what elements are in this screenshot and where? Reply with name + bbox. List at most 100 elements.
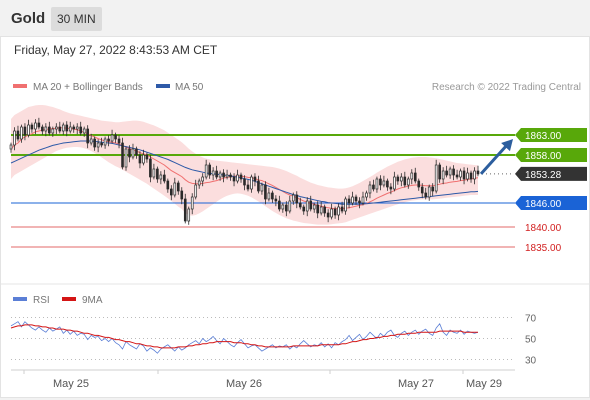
- timeframe-badge[interactable]: 30 MIN: [51, 7, 102, 31]
- candle: [358, 197, 361, 209]
- candle-body: [152, 168, 156, 178]
- candle-body: [243, 178, 246, 186]
- candle: [152, 163, 156, 180]
- candle: [316, 201, 319, 219]
- candle-body: [187, 208, 191, 222]
- x-tick-label-0: May 25: [53, 378, 89, 390]
- candle: [48, 121, 51, 136]
- candle: [285, 201, 288, 217]
- candle-body: [65, 124, 69, 132]
- candle: [305, 197, 309, 217]
- candle-body: [351, 196, 354, 204]
- candle: [215, 165, 218, 180]
- copyright-text: Research © 2022 Trading Central: [432, 82, 581, 93]
- candle-body: [316, 204, 319, 214]
- candle: [114, 132, 117, 143]
- candle: [149, 155, 152, 183]
- candle: [239, 172, 243, 183]
- candle-body: [61, 124, 65, 132]
- candle-body: [190, 196, 194, 210]
- candle-body: [128, 148, 131, 158]
- candle: [417, 178, 421, 191]
- candle: [396, 174, 400, 185]
- candle-body: [372, 184, 375, 190]
- instrument-title: Gold: [11, 10, 46, 27]
- candle-body: [222, 172, 225, 178]
- candle-body: [13, 130, 16, 146]
- candle-body: [239, 174, 243, 180]
- candle-body: [103, 138, 107, 146]
- candle: [197, 178, 201, 189]
- forecast-arrow-head: [501, 139, 513, 152]
- levels-layer: [11, 134, 515, 248]
- x-tick-label-2: May 27: [398, 378, 434, 390]
- candle-body: [438, 164, 441, 180]
- candle: [16, 125, 20, 142]
- forecast-arrow-shaft: [479, 143, 509, 175]
- candle-body: [86, 128, 89, 144]
- candle-body: [159, 174, 163, 180]
- rsi-tick-label-30: 30: [525, 356, 537, 367]
- candle: [323, 204, 326, 217]
- ma50-legend-label: MA 50: [175, 82, 204, 93]
- candle: [246, 179, 250, 192]
- candle: [312, 202, 316, 213]
- candle-body: [180, 190, 184, 200]
- current-level-tag-2: [515, 166, 587, 181]
- candle: [354, 194, 358, 205]
- candle-body: [375, 178, 379, 190]
- candle: [379, 175, 382, 191]
- candle-body: [278, 200, 281, 210]
- candle: [281, 202, 285, 213]
- candle: [145, 152, 149, 163]
- candle-body: [326, 212, 330, 218]
- candle: [180, 187, 184, 205]
- candle-body: [406, 178, 410, 186]
- candle-body: [41, 126, 44, 132]
- candle: [54, 123, 58, 135]
- candle: [232, 173, 236, 187]
- candle: [20, 124, 23, 143]
- candle-body: [434, 164, 438, 192]
- candle: [466, 167, 469, 182]
- candle: [107, 135, 110, 147]
- candle-body: [295, 194, 299, 204]
- candle: [445, 165, 448, 178]
- candle-body: [58, 126, 62, 132]
- candle: [389, 183, 393, 195]
- support-level-label-4: 1840.00: [525, 223, 562, 234]
- resistance-level-label-1: 1858.00: [525, 151, 562, 162]
- candle-body: [51, 128, 55, 134]
- candle-body: [142, 154, 145, 164]
- candle: [170, 185, 173, 201]
- candle-body: [319, 206, 323, 214]
- candle-body: [455, 174, 459, 178]
- candle-body: [431, 186, 435, 192]
- candle-body: [225, 174, 229, 178]
- candle: [194, 179, 198, 200]
- candle: [476, 165, 480, 177]
- rsi-ma-line: [10, 324, 478, 349]
- candle-body: [403, 176, 407, 186]
- candle: [406, 176, 410, 189]
- candle: [455, 169, 459, 180]
- candle: [138, 151, 142, 169]
- candle-body: [250, 176, 253, 190]
- candle-body: [75, 126, 79, 130]
- candle: [156, 166, 159, 183]
- candle: [253, 173, 257, 187]
- candle-body: [459, 170, 462, 178]
- resistance-level-tag-0: [515, 128, 587, 142]
- resistance-level-label-0: 1863.00: [525, 131, 562, 142]
- candle-body: [420, 186, 424, 194]
- candle: [413, 167, 417, 184]
- candle: [93, 136, 96, 151]
- candle: [173, 177, 177, 198]
- candle-body: [452, 168, 455, 176]
- candle-body: [173, 182, 177, 196]
- candle-body: [135, 148, 138, 156]
- header: Gold 30 MIN: [0, 0, 590, 36]
- candle: [473, 167, 476, 185]
- candle-body: [285, 204, 288, 212]
